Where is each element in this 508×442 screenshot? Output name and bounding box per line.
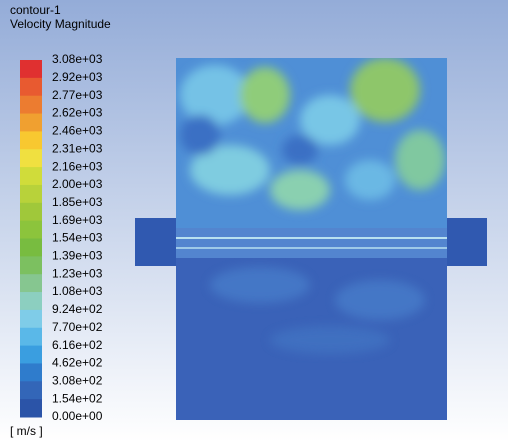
legend-swatch xyxy=(20,399,42,417)
legend-label: 2.31e+03 xyxy=(52,141,103,155)
title: contour-1 xyxy=(10,3,61,17)
upper-field xyxy=(176,58,447,228)
legend-swatch xyxy=(20,363,42,381)
legend-unit: [ m/s ] xyxy=(10,424,43,438)
legend-swatch xyxy=(20,149,42,167)
legend-swatch xyxy=(20,114,42,132)
legend-swatch xyxy=(20,256,42,274)
legend-swatch xyxy=(20,60,42,78)
legend-swatch xyxy=(20,310,42,328)
legend-label: 9.24e+02 xyxy=(52,302,103,316)
legend-swatch xyxy=(20,381,42,399)
legend-swatch xyxy=(20,239,42,257)
legend-label: 4.62e+02 xyxy=(52,356,103,370)
legend-label: 2.00e+03 xyxy=(52,177,103,191)
legend-swatch xyxy=(20,185,42,203)
legend-label: 1.85e+03 xyxy=(52,195,103,209)
legend-label: 1.54e+02 xyxy=(52,391,103,405)
legend-swatch xyxy=(20,328,42,346)
legend-swatch xyxy=(20,131,42,149)
legend-swatch xyxy=(20,346,42,364)
legend-swatch xyxy=(20,292,42,310)
contour-plot xyxy=(135,58,487,420)
legend-label: 2.92e+03 xyxy=(52,70,103,84)
legend-swatch xyxy=(20,78,42,96)
legend-swatch xyxy=(20,221,42,239)
mixing-layer xyxy=(176,228,447,258)
legend-label: 3.08e+03 xyxy=(52,52,103,66)
legend-label: 2.77e+03 xyxy=(52,88,103,102)
legend-label: 1.23e+03 xyxy=(52,266,103,280)
legend-label: 1.69e+03 xyxy=(52,213,103,227)
viewer: contour-1 Velocity Magnitude 3.08e+03 2.9… xyxy=(0,0,508,442)
legend-label: 0.00e+00 xyxy=(52,409,103,423)
legend-label: 2.16e+03 xyxy=(52,159,103,173)
legend-swatch xyxy=(20,96,42,114)
color-legend: 3.08e+03 2.92e+03 2.77e+03 2.62e+03 2.46e+03… xyxy=(20,52,103,423)
legend-label: 6.16e+02 xyxy=(52,338,103,352)
legend-label: 2.62e+03 xyxy=(52,106,103,120)
subtitle: Velocity Magnitude xyxy=(10,17,111,31)
legend-swatch xyxy=(20,203,42,221)
legend-label: 2.46e+03 xyxy=(52,124,103,138)
legend-swatch xyxy=(20,274,42,292)
legend-label: 1.39e+03 xyxy=(52,249,103,263)
legend-swatch xyxy=(20,167,42,185)
legend-label: 3.08e+02 xyxy=(52,373,103,387)
legend-label: 1.54e+03 xyxy=(52,231,103,245)
legend-label: 1.08e+03 xyxy=(52,284,103,298)
legend-label: 7.70e+02 xyxy=(52,320,103,334)
